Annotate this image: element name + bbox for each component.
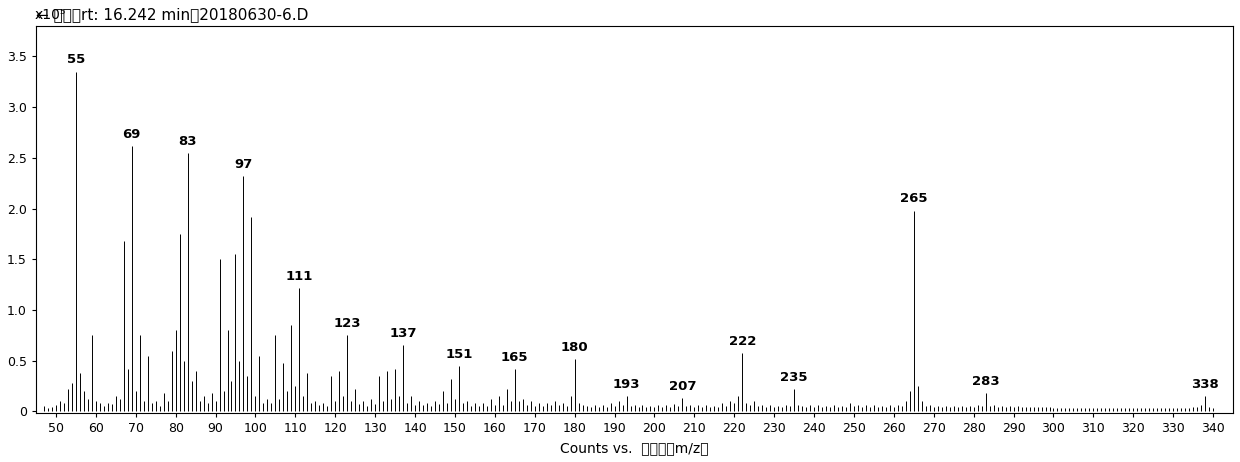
Text: x10⁵: x10⁵ [35, 8, 66, 22]
Text: 137: 137 [389, 328, 417, 340]
Text: 151: 151 [445, 348, 472, 361]
Text: 193: 193 [613, 378, 640, 391]
Text: 165: 165 [501, 351, 528, 364]
Text: ← 扫描（rt: 16.242 min）20180630-6.D: ← 扫描（rt: 16.242 min）20180630-6.D [36, 7, 309, 22]
Text: 123: 123 [334, 317, 361, 330]
Text: 235: 235 [780, 371, 808, 384]
Text: 283: 283 [972, 375, 999, 388]
Text: 111: 111 [285, 270, 312, 283]
Text: 207: 207 [668, 380, 696, 393]
Text: 83: 83 [179, 134, 197, 148]
Text: 97: 97 [234, 158, 253, 171]
Text: 180: 180 [560, 340, 589, 353]
X-axis label: Counts vs.  质荷比（m/z）: Counts vs. 质荷比（m/z） [560, 441, 709, 455]
Text: 265: 265 [900, 193, 928, 206]
Text: 222: 222 [729, 334, 756, 347]
Text: 69: 69 [123, 128, 141, 140]
Text: 338: 338 [1192, 378, 1219, 391]
Text: 55: 55 [67, 54, 86, 67]
